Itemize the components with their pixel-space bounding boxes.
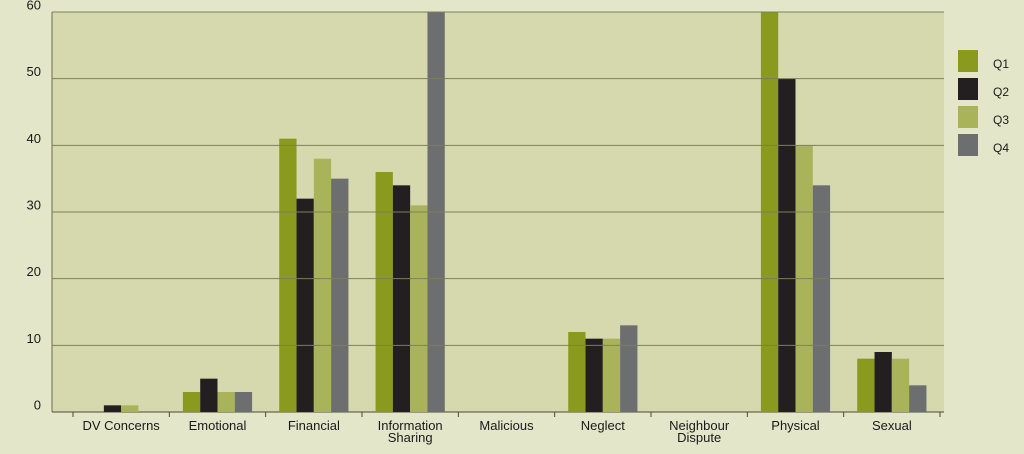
x-tick-label: Information Sharing: [377, 418, 443, 445]
x-tick-label: Neighbour Dispute: [669, 418, 730, 445]
y-tick-label: 50: [27, 64, 41, 79]
legend-swatch: [958, 134, 978, 156]
x-tick-label: DV Concerns: [82, 418, 160, 433]
bar: [217, 392, 235, 412]
legend-swatch: [958, 78, 978, 100]
bar: [313, 158, 332, 412]
bar: [121, 405, 139, 412]
bar: [410, 205, 428, 412]
y-tick-label: 0: [34, 397, 41, 412]
y-tick-label: 60: [27, 0, 41, 12]
bar: [874, 352, 892, 412]
bar: [234, 392, 253, 412]
x-tick-label: Physical: [771, 418, 820, 433]
bar: [392, 185, 411, 412]
bar: [279, 138, 297, 412]
bar: [331, 178, 349, 412]
bar: [778, 78, 796, 413]
x-tick-label: Malicious: [479, 418, 534, 433]
bar: [909, 385, 927, 412]
bar: [375, 172, 393, 412]
y-tick-label: 10: [27, 331, 41, 346]
legend-label: Q1: [993, 57, 1009, 71]
bar: [602, 338, 621, 412]
legend-swatch: [958, 106, 978, 128]
legend-label: Q2: [993, 85, 1009, 99]
bars: [103, 12, 927, 413]
y-tick-label: 40: [27, 131, 41, 146]
bar: [182, 392, 201, 412]
y-tick-label: 30: [27, 197, 41, 212]
bar: [620, 325, 638, 412]
legend-label: Q3: [993, 113, 1009, 127]
bar: [812, 185, 831, 412]
x-tick-label: Financial: [287, 418, 340, 433]
bar: [200, 378, 218, 412]
bar: [857, 358, 875, 412]
bar: [296, 198, 314, 412]
bar: [568, 332, 586, 412]
x-tick-label: Neglect: [580, 418, 625, 433]
bar: [585, 338, 603, 412]
x-tick-label: Sexual: [871, 418, 912, 433]
x-tick-label: Emotional: [188, 418, 247, 433]
bar: [103, 405, 122, 412]
y-tick-label: 20: [27, 264, 41, 279]
legend-swatch: [958, 50, 978, 72]
legend-label: Q4: [993, 141, 1009, 155]
bar: [891, 358, 910, 412]
